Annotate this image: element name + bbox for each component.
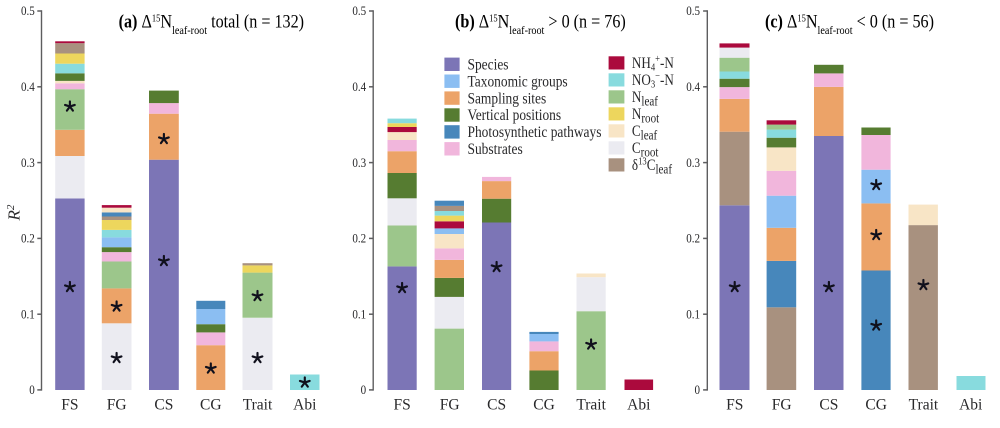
svg-text:NO3−-N: NO3−-N: [632, 70, 674, 91]
svg-text:Vertical positions: Vertical positions: [468, 107, 562, 124]
svg-text:0: 0: [361, 382, 367, 397]
svg-text:Abi: Abi: [627, 397, 651, 414]
svg-text:0.1: 0.1: [686, 307, 700, 322]
svg-text:0.4: 0.4: [352, 79, 366, 94]
svg-text:CG: CG: [533, 397, 555, 414]
svg-text:FG: FG: [440, 397, 460, 414]
svg-text:Taxonomic groups: Taxonomic groups: [468, 73, 568, 90]
svg-text:(b) Δ15Nleaf-root > 0 (n = 76: (b) Δ15Nleaf-root > 0 (n = 76): [455, 10, 626, 37]
svg-text:Sampling sites: Sampling sites: [468, 90, 547, 107]
svg-text:FG: FG: [772, 397, 792, 414]
svg-text:CS: CS: [819, 397, 838, 414]
svg-text:Species: Species: [468, 57, 509, 74]
svg-text:FS: FS: [61, 397, 78, 414]
svg-text:CS: CS: [487, 397, 506, 414]
svg-text:Substrates: Substrates: [468, 141, 523, 158]
svg-text:Trait: Trait: [909, 397, 939, 414]
svg-text:CG: CG: [865, 397, 887, 414]
svg-text:0.5: 0.5: [686, 3, 700, 18]
svg-text:Trait: Trait: [243, 397, 273, 414]
svg-text:FS: FS: [726, 397, 743, 414]
svg-text:0.5: 0.5: [352, 3, 366, 18]
svg-text:Photosynthetic pathways: Photosynthetic pathways: [468, 124, 602, 141]
svg-text:Abi: Abi: [959, 397, 983, 414]
svg-text:Croot: Croot: [632, 140, 659, 160]
svg-text:FS: FS: [393, 397, 410, 414]
svg-text:Nleaf: Nleaf: [632, 89, 659, 109]
svg-text:Trait: Trait: [576, 397, 606, 414]
svg-text:0.4: 0.4: [21, 79, 35, 94]
svg-text:0.3: 0.3: [21, 155, 35, 170]
svg-text:0.1: 0.1: [352, 307, 366, 322]
svg-text:0: 0: [694, 382, 700, 397]
svg-text:0.2: 0.2: [686, 231, 700, 246]
svg-text:FG: FG: [107, 397, 127, 414]
svg-text:Nroot: Nroot: [632, 106, 660, 126]
svg-text:Abi: Abi: [293, 397, 317, 414]
svg-text:0.3: 0.3: [352, 155, 366, 170]
svg-text:0.5: 0.5: [21, 3, 35, 18]
svg-text:NH4+-N: NH4+-N: [632, 53, 674, 74]
svg-text:(c) Δ15Nleaf-root < 0 (n = 56: (c) Δ15Nleaf-root < 0 (n = 56): [765, 10, 934, 37]
svg-text:0: 0: [29, 382, 35, 397]
svg-text:0.3: 0.3: [686, 155, 700, 170]
svg-text:CG: CG: [200, 397, 222, 414]
svg-text:Cleaf: Cleaf: [632, 123, 658, 143]
svg-text:0.1: 0.1: [21, 307, 35, 322]
svg-text:CS: CS: [154, 397, 173, 414]
svg-text:0.4: 0.4: [686, 79, 700, 94]
svg-text:δ13Cleaf: δ13Cleaf: [632, 156, 673, 177]
svg-text:(a) Δ15Nleaf-root total (n =: (a) Δ15Nleaf-root total (n = 132): [119, 10, 305, 37]
svg-text:0.2: 0.2: [352, 231, 366, 246]
svg-text:0.2: 0.2: [21, 231, 35, 246]
